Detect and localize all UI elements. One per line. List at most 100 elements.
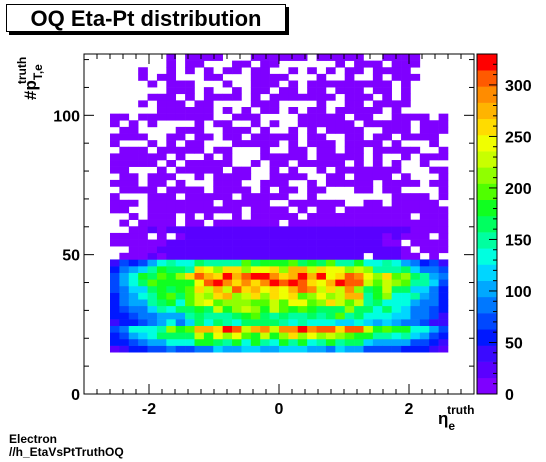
heatmap-cell (391, 319, 402, 326)
heatmap-cell (203, 259, 214, 267)
heatmap-cell (354, 133, 364, 141)
heatmap-cell (335, 252, 346, 260)
heatmap-cell (382, 338, 392, 346)
heatmap-cell (391, 285, 402, 293)
heatmap-cell (166, 219, 177, 227)
heatmap-cell (429, 140, 439, 148)
heatmap-cell (297, 266, 308, 273)
heatmap-cell (391, 160, 402, 167)
heatmap-cell (185, 332, 195, 340)
heatmap-cell (232, 87, 242, 95)
heatmap-cell (147, 305, 158, 313)
heatmap-cell (354, 93, 364, 101)
heatmap-cell (354, 319, 364, 326)
colorbar-tick-label: 150 (505, 232, 532, 249)
heatmap-cell (203, 325, 214, 333)
heatmap-cell (269, 266, 280, 273)
heatmap-cell (297, 120, 308, 128)
heatmap-cell (232, 272, 242, 280)
heatmap-cell (250, 266, 261, 273)
heatmap-cell (119, 239, 130, 247)
heatmap-cell (138, 219, 148, 227)
heatmap-cell (241, 266, 252, 273)
heatmap-cell (307, 345, 317, 353)
heatmap-cell (344, 126, 355, 134)
heatmap-cell (269, 173, 280, 181)
heatmap-cell (279, 312, 289, 320)
heatmap-cell (410, 345, 421, 353)
heatmap-cell (307, 232, 317, 240)
heatmap-cell (194, 232, 205, 240)
heatmap-cell (419, 226, 430, 234)
heatmap-cell (438, 193, 449, 201)
heatmap-cell (250, 338, 261, 346)
heatmap-cell (316, 246, 327, 254)
heatmap-cell (391, 54, 402, 61)
heatmap-cell (250, 54, 261, 61)
colorbar-segment (477, 377, 497, 395)
heatmap-cell (307, 319, 317, 326)
heatmap-cell (288, 133, 299, 141)
heatmap-cell (175, 325, 186, 333)
heatmap-cell (175, 266, 186, 273)
heatmap-cell (419, 266, 430, 273)
heatmap-cell (241, 252, 252, 260)
heatmap-cell (438, 179, 449, 187)
heatmap-cell (419, 345, 430, 353)
heatmap-cell (194, 285, 205, 293)
heatmap-cell (232, 305, 242, 313)
heatmap-cell (203, 266, 214, 273)
heatmap-cell (325, 206, 336, 214)
heatmap-cell (194, 54, 205, 61)
heatmap-cell (316, 312, 327, 320)
heatmap-cell (419, 153, 430, 161)
colorbar-segment (477, 54, 497, 71)
heatmap-cell (269, 160, 280, 167)
heatmap-cell (354, 226, 364, 234)
heatmap-cell (260, 272, 270, 280)
heatmap-cell (232, 67, 242, 75)
heatmap-cell (185, 60, 195, 68)
heatmap-cell (335, 338, 346, 346)
heatmap-cell (119, 312, 130, 320)
colorbar-tick-label: 300 (505, 78, 532, 95)
heatmap-cell (194, 332, 205, 340)
heatmap-cell (203, 206, 214, 214)
heatmap-cell (279, 259, 289, 267)
heatmap-cell (297, 199, 308, 207)
heatmap-cell (260, 213, 270, 220)
heatmap-cell (250, 259, 261, 267)
heatmap-cell (438, 345, 449, 353)
heatmap-cell (279, 193, 289, 201)
heatmap-cell (203, 285, 214, 293)
heatmap-cell (269, 319, 280, 326)
heatmap-cell (175, 285, 186, 293)
heatmap-cell (166, 325, 177, 333)
heatmap-cell (325, 345, 336, 353)
heatmap-cell (429, 166, 439, 174)
heatmap-cell (222, 266, 233, 273)
heatmap-cell (203, 319, 214, 326)
heatmap-cell (344, 67, 355, 75)
heatmap-cell (279, 345, 289, 353)
heatmap-cell (335, 226, 346, 234)
heatmap-cell (269, 299, 280, 307)
heatmap-cell (372, 160, 383, 167)
heatmap-cell (128, 232, 139, 240)
heatmap-cell (307, 279, 317, 287)
heatmap-cell (203, 160, 214, 167)
heatmap-cell (269, 206, 280, 214)
heatmap-cell (147, 193, 158, 201)
heatmap-cell (175, 299, 186, 307)
heatmap-cell (213, 305, 223, 313)
heatmap-cell (185, 160, 195, 167)
heatmap-cell (419, 239, 430, 247)
heatmap-cell (307, 259, 317, 267)
heatmap-cell (128, 305, 139, 313)
heatmap-cell (194, 166, 205, 174)
heatmap-cell (316, 345, 327, 353)
heatmap-cell (344, 239, 355, 247)
heatmap-cell (147, 299, 158, 307)
heatmap-cell (241, 173, 252, 181)
